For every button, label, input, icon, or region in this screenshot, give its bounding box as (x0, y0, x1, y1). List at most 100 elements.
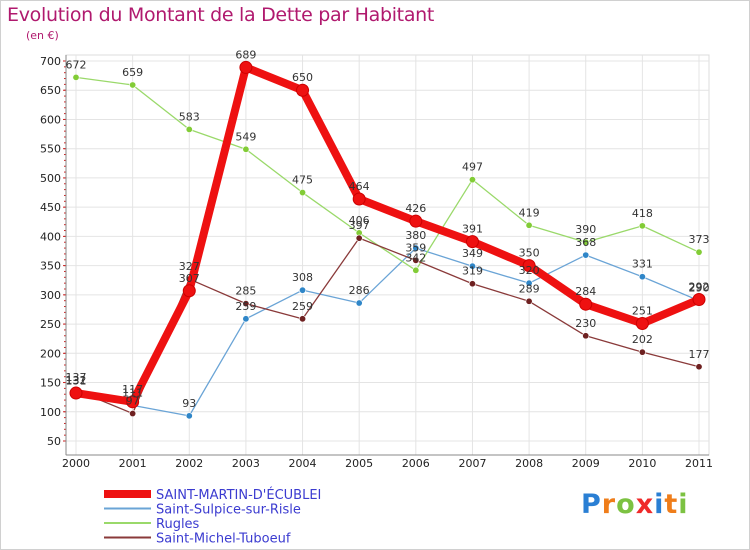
data-label: 251 (632, 304, 653, 317)
data-label: 672 (66, 58, 87, 71)
y-tick-label: 400 (40, 230, 61, 243)
data-point (638, 273, 646, 281)
data-point (579, 297, 593, 311)
data-label: 307 (179, 272, 200, 285)
data-point (638, 222, 646, 230)
logo-letter: t (664, 489, 679, 520)
y-tick-label: 650 (40, 84, 61, 97)
data-point (242, 315, 250, 323)
y-tick-label: 700 (40, 55, 61, 68)
x-tick-label: 2006 (402, 457, 430, 470)
plot-area (65, 54, 710, 456)
data-label: 418 (632, 207, 653, 220)
legend-label: Rugles (156, 517, 200, 532)
data-point (522, 259, 536, 273)
data-point (239, 60, 253, 74)
data-label: 549 (235, 130, 256, 143)
logo-letter: i (654, 489, 665, 520)
series-line (75, 76, 700, 271)
data-label: 342 (405, 251, 426, 264)
data-label: 350 (519, 247, 540, 260)
data-label: 380 (405, 229, 426, 242)
x-tick-label: 2003 (232, 457, 260, 470)
data-label: 320 (519, 264, 540, 277)
data-point (635, 316, 649, 330)
legend-label: Saint-Sulpice-sur-Risle (156, 503, 301, 518)
data-label: 111 (122, 386, 143, 399)
data-label: 327 (179, 260, 200, 273)
data-label: 475 (292, 174, 313, 187)
y-tick-label: 500 (40, 172, 61, 185)
x-tick-label: 2010 (628, 457, 656, 470)
data-label: 368 (575, 236, 596, 249)
legend-label: Saint-Michel-Tuboeuf (156, 532, 291, 547)
data-point (242, 145, 250, 153)
data-point (582, 238, 590, 246)
data-point (296, 83, 310, 97)
data-point (355, 234, 363, 242)
data-point (468, 280, 476, 288)
series-lines (69, 60, 706, 420)
data-label: 137 (66, 371, 87, 384)
data-point (355, 299, 363, 307)
data-point (695, 248, 703, 256)
y-tick-label: 50 (47, 435, 61, 448)
data-label: 259 (235, 300, 256, 313)
data-label: 497 (462, 161, 483, 174)
data-label: 285 (235, 285, 256, 298)
data-label: 202 (632, 333, 653, 346)
data-label: 426 (405, 202, 426, 215)
data-point (352, 192, 366, 206)
x-tick-label: 2011 (685, 457, 713, 470)
data-label: 117 (122, 383, 143, 396)
series-0 (69, 60, 706, 409)
x-tick-label: 2002 (175, 457, 203, 470)
data-point (185, 125, 193, 133)
data-label: 286 (349, 284, 370, 297)
data-label: 464 (349, 180, 370, 193)
axes: 50 100 150 200 250 300 350 400 450 500 550 600 650 70… (40, 55, 713, 470)
y-tick-label: 300 (40, 289, 61, 302)
data-label: 659 (122, 66, 143, 79)
y-tick-label: 350 (40, 260, 61, 273)
data-point (299, 315, 307, 323)
data-point (468, 176, 476, 184)
series-line (72, 63, 703, 406)
legend-label: SAINT-MARTIN-D'ÉCUBLEI (156, 487, 321, 503)
data-label: 259 (292, 300, 313, 313)
data-label: 373 (689, 233, 710, 246)
data-label: 131 (66, 375, 87, 388)
data-point (69, 386, 83, 400)
data-point (638, 348, 646, 356)
data-point (525, 279, 533, 287)
series-line (75, 247, 700, 417)
y-tick-label: 150 (40, 377, 61, 390)
value-labels: 1321173076896504644263913502842512921311… (66, 48, 710, 409)
x-tick-label: 2004 (289, 457, 317, 470)
data-point (126, 395, 140, 409)
legend: SAINT-MARTIN-D'ÉCUBLEISaint-Sulpice-sur-… (104, 487, 321, 547)
proxiti-logo: Proxiti (581, 489, 689, 520)
chart-title: Evolution du Montant de la Dette par Hab… (7, 4, 435, 26)
data-label: 406 (349, 214, 370, 227)
data-label: 331 (632, 258, 653, 271)
data-point (692, 293, 706, 307)
data-point (412, 244, 420, 252)
x-tick-label: 2000 (62, 457, 90, 470)
data-point (182, 284, 196, 298)
data-label: 290 (689, 282, 710, 295)
data-point (582, 251, 590, 259)
data-label: 419 (519, 206, 540, 219)
data-point (468, 262, 476, 270)
x-tick-label: 2008 (515, 457, 543, 470)
y-tick-label: 250 (40, 318, 61, 331)
data-label: 289 (519, 282, 540, 295)
data-point (465, 235, 479, 249)
y-tick-label: 600 (40, 113, 61, 126)
data-point (72, 73, 80, 81)
data-label: 132 (66, 374, 87, 387)
x-tick-label: 2007 (458, 457, 486, 470)
data-point (129, 410, 137, 418)
data-label: 292 (689, 281, 710, 294)
